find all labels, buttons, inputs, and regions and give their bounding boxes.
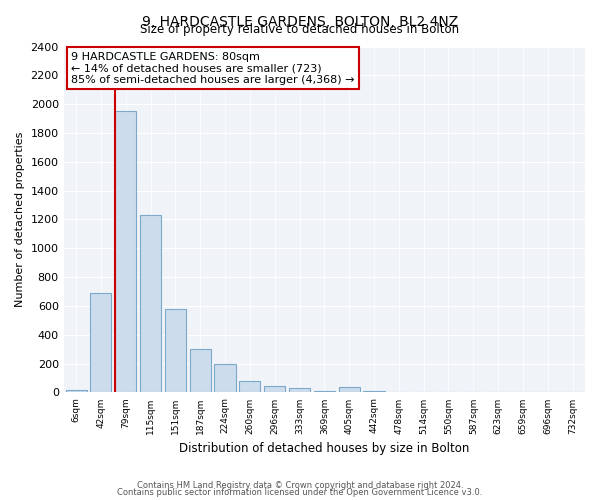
Text: Size of property relative to detached houses in Bolton: Size of property relative to detached ho…: [140, 22, 460, 36]
Bar: [289, 388, 310, 392]
Bar: [140, 215, 161, 392]
X-axis label: Distribution of detached houses by size in Bolton: Distribution of detached houses by size …: [179, 442, 470, 455]
Bar: [264, 386, 285, 392]
Bar: [239, 381, 260, 392]
Bar: [165, 309, 186, 392]
Bar: [65, 390, 86, 392]
Bar: [91, 293, 112, 392]
Y-axis label: Number of detached properties: Number of detached properties: [15, 132, 25, 307]
Bar: [115, 112, 136, 392]
Text: Contains public sector information licensed under the Open Government Licence v3: Contains public sector information licen…: [118, 488, 482, 497]
Text: Contains HM Land Registry data © Crown copyright and database right 2024.: Contains HM Land Registry data © Crown c…: [137, 480, 463, 490]
Text: 9 HARDCASTLE GARDENS: 80sqm
← 14% of detached houses are smaller (723)
85% of se: 9 HARDCASTLE GARDENS: 80sqm ← 14% of det…: [71, 52, 355, 85]
Bar: [314, 391, 335, 392]
Text: 9, HARDCASTLE GARDENS, BOLTON, BL2 4NZ: 9, HARDCASTLE GARDENS, BOLTON, BL2 4NZ: [142, 15, 458, 29]
Bar: [190, 349, 211, 393]
Bar: [338, 388, 360, 392]
Bar: [214, 364, 236, 392]
